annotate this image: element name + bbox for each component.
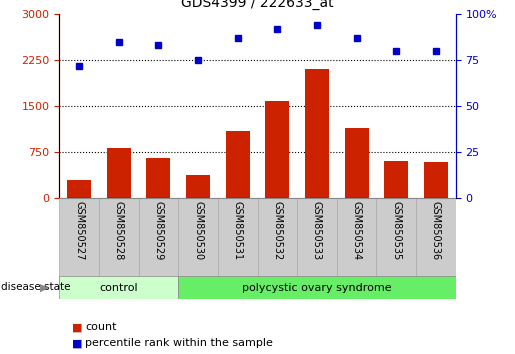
Bar [107,148,131,198]
Text: GSM850529: GSM850529 [153,201,163,260]
Bar [67,180,91,198]
Text: count: count [85,322,116,332]
Bar [258,198,297,289]
Text: percentile rank within the sample: percentile rank within the sample [85,338,273,348]
Text: ■: ■ [72,338,82,348]
Text: GSM850532: GSM850532 [272,201,282,260]
Bar [218,198,258,289]
Title: GDS4399 / 222633_at: GDS4399 / 222633_at [181,0,334,10]
Text: GSM850533: GSM850533 [312,201,322,260]
Bar [384,161,408,198]
Bar [146,158,170,198]
Bar [376,198,416,289]
Text: GSM850534: GSM850534 [352,201,362,260]
Text: GSM850535: GSM850535 [391,201,401,260]
Text: GSM850527: GSM850527 [74,201,84,260]
Text: ▶: ▶ [40,282,48,292]
Text: disease state: disease state [1,282,71,292]
Bar [226,131,250,198]
Text: ■: ■ [72,322,82,332]
Bar [186,175,210,198]
Bar [424,162,448,198]
Bar [178,276,456,299]
Bar [305,69,329,198]
Bar [139,198,178,289]
Text: GSM850531: GSM850531 [233,201,243,260]
Text: GSM850528: GSM850528 [114,201,124,260]
Bar [345,128,369,198]
Bar [178,198,218,289]
Text: control: control [99,282,138,293]
Bar [337,198,376,289]
Bar [59,276,178,299]
Text: polycystic ovary syndrome: polycystic ovary syndrome [242,282,392,293]
Text: GSM850530: GSM850530 [193,201,203,260]
Bar [99,198,139,289]
Bar [297,198,337,289]
Text: GSM850536: GSM850536 [431,201,441,260]
Bar [265,101,289,198]
Bar [59,198,99,289]
Bar [416,198,456,289]
